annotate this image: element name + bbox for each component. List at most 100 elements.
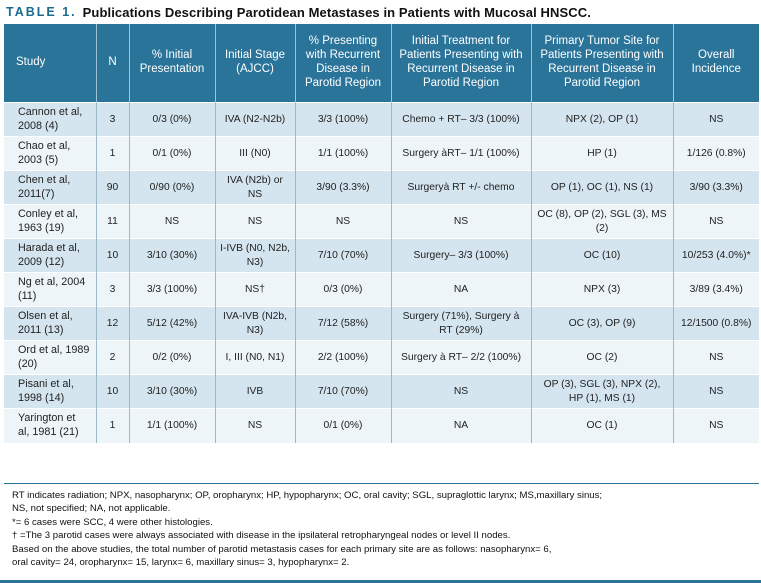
table-cell: NS [672, 340, 759, 375]
table-cell: Surgery à RT– 2/2 (100%) [390, 340, 531, 375]
table-cell: NS† [214, 272, 295, 307]
table-cell: 2 [95, 340, 129, 375]
table-cell: Surgery àRT– 1/1 (100%) [390, 136, 531, 171]
table-cell: HP (1) [530, 136, 673, 171]
study-cell: Ord et al, 1989 (20) [4, 340, 96, 375]
column-header: Primary Tumor Site for Patients Presenti… [530, 24, 673, 103]
table-cell: 90 [95, 170, 129, 205]
table-cell: I, III (N0, N1) [214, 340, 295, 375]
table-cell: OP (3), SGL (3), NPX (2), HP (1), MS (1) [530, 374, 673, 409]
table-cell: 10/253 (4.0%)* [672, 238, 759, 273]
table-cell: IVA (N2-N2b) [214, 102, 295, 137]
table-row: Yarington et al, 1981 (21) 1 1/1 (100%) NS 0… [4, 408, 759, 443]
table-cell: 0/3 (0%) [294, 272, 391, 307]
table-cell: IVA (N2b) or NS [214, 170, 295, 205]
footnote-line: NS, not specified; NA, not applicable. [12, 503, 171, 515]
table-cell: 1/1 (100%) [294, 136, 391, 171]
table-row: Chao et al, 2003 (5) 1 0/1 (0%) III (N0) 1/1… [4, 136, 759, 171]
study-cell: Olsen et al, 2011 (13) [4, 306, 96, 341]
table-cell: NS [390, 374, 531, 409]
table-cell: Surgeryà RT +/- chemo [390, 170, 531, 205]
divider [4, 483, 759, 484]
study-cell: Chen et al, 2011(7) [4, 170, 96, 205]
table-caption: TABLE 1. Publications Describing Parotid… [0, 0, 761, 24]
table-row: Olsen et al, 2011 (13) 12 5/12 (42%) IVA-IV… [4, 306, 759, 341]
table-cell: I-IVB (N0, N2b, N3) [214, 238, 295, 273]
table-cell: NS [672, 102, 759, 137]
table-cell: 10 [95, 374, 129, 409]
column-header: Initial Treatment for Patients Presentin… [390, 24, 531, 103]
table-cell: 5/12 (42%) [128, 306, 215, 341]
table-row: Pisani et al, 1998 (14) 10 3/10 (30%) IVB 7/… [4, 374, 759, 409]
table-cell: 3/90 (3.3%) [294, 170, 391, 205]
table-row: Conley et al, 1963 (19) 11 NS NS NS NS OC (8),… [4, 204, 759, 239]
table-body: Cannon et al, 2008 (4) 3 0/3 (0%) IVA (N2-N… [4, 102, 759, 443]
table-cell: 0/2 (0%) [128, 340, 215, 375]
study-cell: Conley et al, 1963 (19) [4, 204, 96, 239]
study-cell: Ng et al, 2004 (11) [4, 272, 96, 307]
footnote-line: RT indicates radiation; NPX, nasopharynx… [12, 490, 603, 501]
table-cell: 3/90 (3.3%) [672, 170, 759, 205]
study-cell: Pisani et al, 1998 (14) [4, 374, 96, 409]
table-cell: 12 [95, 306, 129, 341]
table-cell: NS [214, 408, 295, 443]
table-cell: NA [390, 272, 531, 307]
table-cell: OC (8), OP (2), SGL (3), MS (2) [530, 204, 673, 239]
table-cell: 3/10 (30%) [128, 374, 215, 409]
table-cell: 3/3 (100%) [128, 272, 215, 307]
publications-table: Study N% Initial Presentation Initial Stag… [4, 24, 759, 443]
table-cell: 0/1 (0%) [294, 408, 391, 443]
table-row: Chen et al, 2011(7) 90 0/90 (0%) IVA (N2b) … [4, 170, 759, 205]
table-cell: 0/1 (0%) [128, 136, 215, 171]
table-cell: 0/90 (0%) [128, 170, 215, 205]
bottom-rule [0, 580, 761, 583]
table-cell: NS [672, 204, 759, 239]
table-cell: OP (1), OC (1), NS (1) [530, 170, 673, 205]
table-cell: 10 [95, 238, 129, 273]
table-cell: 7/10 (70%) [294, 238, 391, 273]
table-cell: OC (2) [530, 340, 673, 375]
table-cell: OC (1) [530, 408, 673, 443]
table-cell: 1/126 (0.8%) [672, 136, 759, 171]
column-header: Study [4, 24, 96, 103]
table-label: TABLE 1. [6, 5, 77, 19]
table-cell: 1 [95, 136, 129, 171]
footnote-line: oral cavity= 24, oropharynx= 15, larynx=… [12, 557, 350, 569]
table-cell: Surgery (71%), Surgery à RT (29%) [390, 306, 531, 341]
column-header: Initial Stage (AJCC) [214, 24, 295, 103]
table-cell: IVA-IVB (N2b, N3) [214, 306, 295, 341]
column-header: % Presenting with Recurrent Disease in P… [294, 24, 391, 103]
study-cell: Chao et al, 2003 (5) [4, 136, 96, 171]
header-row: Study N% Initial Presentation Initial Stag… [4, 24, 759, 103]
table-cell: 12/1500 (0.8%) [672, 306, 759, 341]
table-cell: Chemo + RT– 3/3 (100%) [390, 102, 531, 137]
footnotes: RT indicates radiation; NPX, nasopharynx… [12, 489, 752, 569]
table-cell: OC (3), OP (9) [530, 306, 673, 341]
table-cell: NS [672, 374, 759, 409]
table-cell: NS [214, 204, 295, 239]
table-cell: NA [390, 408, 531, 443]
table-row: Harada et al, 2009 (12) 10 3/10 (30%) I-IVB… [4, 238, 759, 273]
table-row: Ng et al, 2004 (11) 3 3/3 (100%) NS† 0/3 (0%… [4, 272, 759, 307]
table-row: Cannon et al, 2008 (4) 3 0/3 (0%) IVA (N2-N… [4, 102, 759, 137]
table-cell: NS [128, 204, 215, 239]
table-row: Ord et al, 1989 (20) 2 0/2 (0%) I, III (N0,… [4, 340, 759, 375]
footnote-line: Based on the above studies, the total nu… [12, 543, 552, 555]
footnote-line: † =The 3 parotid cases were always assoc… [12, 530, 511, 542]
table-cell: NS [390, 204, 531, 239]
table-title: Publications Describing Parotidean Metas… [82, 4, 591, 20]
table-cell: 3 [95, 102, 129, 137]
study-cell: Yarington et al, 1981 (21) [4, 408, 96, 443]
column-header: N [95, 24, 129, 103]
table-cell: 2/2 (100%) [294, 340, 391, 375]
footnote-line: *= 6 cases were SCC, 4 were other histol… [12, 516, 213, 528]
table-cell: NPX (3) [530, 272, 673, 307]
table-cell: NS [294, 204, 391, 239]
column-header: Overall Incidence [672, 24, 759, 103]
table-cell: 3 [95, 272, 129, 307]
table-cell: 0/3 (0%) [128, 102, 215, 137]
table-cell: 3/3 (100%) [294, 102, 391, 137]
table-cell: NPX (2), OP (1) [530, 102, 673, 137]
table-cell: 1/1 (100%) [128, 408, 215, 443]
